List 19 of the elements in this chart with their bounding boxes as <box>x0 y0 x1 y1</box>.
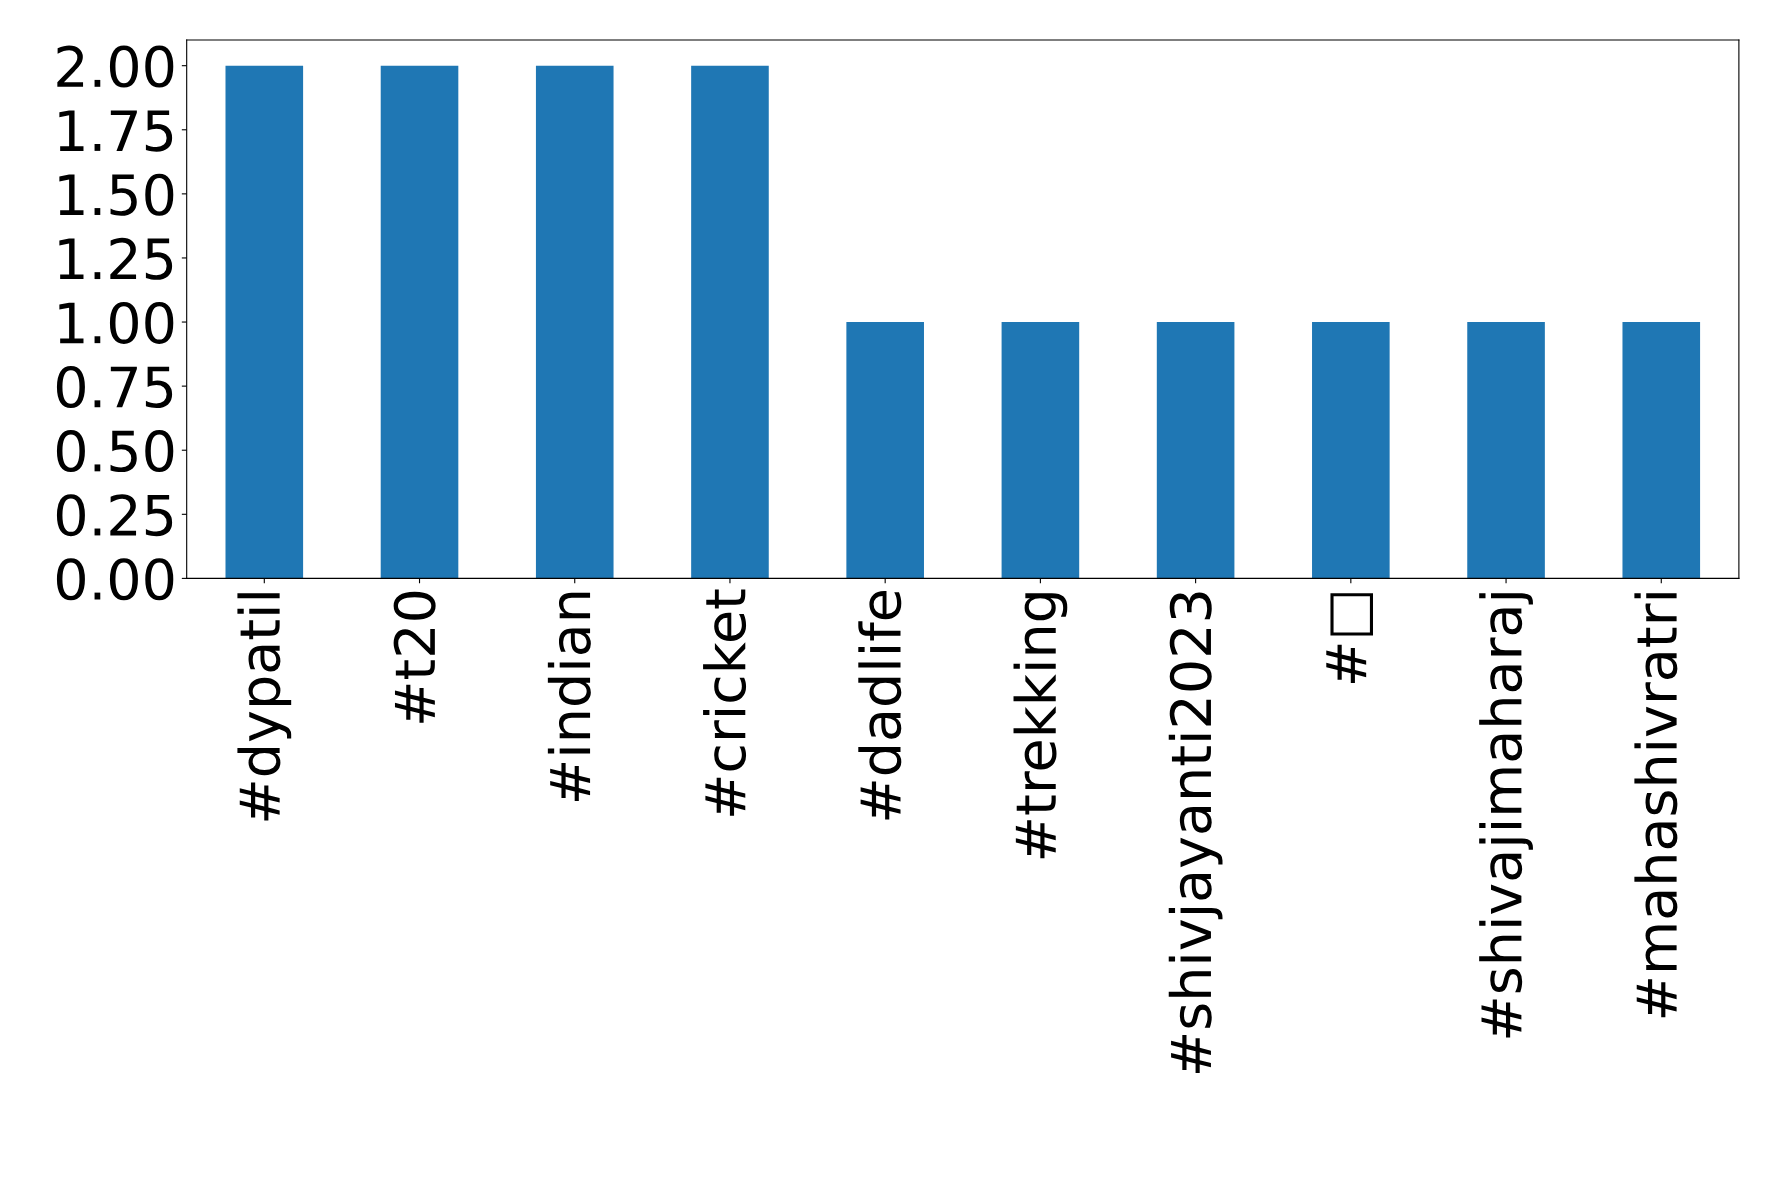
y-tick-label: 1.25 <box>59 237 173 280</box>
x-tick-label: #cricket <box>703 589 747 816</box>
y-tick-label: 0.25 <box>56 494 173 537</box>
y-tick-label: 1.00 <box>59 301 174 344</box>
y-tick-label: 0.50 <box>56 430 174 473</box>
y-tick-label: 1.50 <box>59 173 174 216</box>
x-tick-label: #trekking <box>1013 593 1068 859</box>
x-tick-label: #dadlife <box>858 591 902 820</box>
x-tick-label: #t20 <box>393 591 436 723</box>
x-tick-label: #shivjayanti2023 <box>1168 592 1223 1074</box>
y-tick-label: 2.00 <box>57 45 174 88</box>
x-tick-label: #mahashivratri <box>1634 593 1678 1018</box>
y-tick-label: 0.75 <box>56 366 173 409</box>
y-tick-label: 0.00 <box>56 558 174 601</box>
x-tick-label: #□ <box>1326 593 1374 683</box>
x-tick-label: #shivajimaharaj <box>1479 593 1533 1038</box>
x-tick-label: #indian <box>547 592 591 801</box>
x-tick-label: #dypatil <box>237 593 292 821</box>
y-tick-label: 1.75 <box>59 110 173 152</box>
